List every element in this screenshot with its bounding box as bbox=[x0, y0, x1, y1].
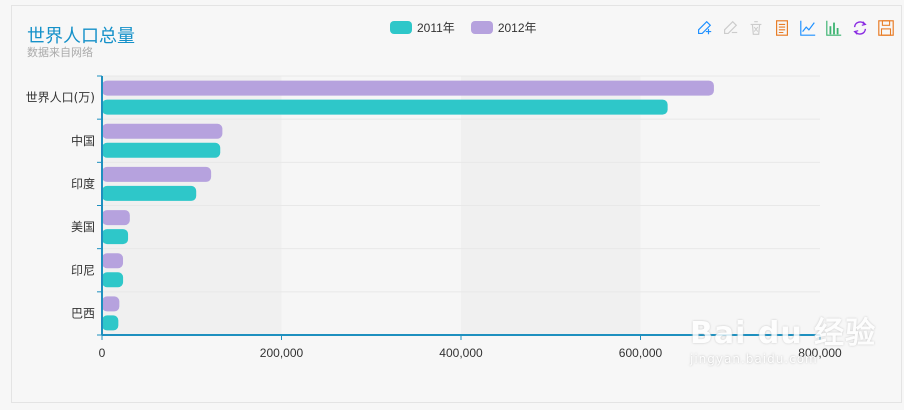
bar-2011-1 bbox=[102, 142, 221, 158]
bar-chart-icon[interactable] bbox=[824, 18, 844, 38]
legend-swatch-2011 bbox=[390, 21, 412, 34]
y-tick-label-3: 美国 bbox=[71, 220, 95, 234]
legend-label-2012: 2012年 bbox=[497, 21, 537, 35]
watermark-sub: jingyan.baidu.com bbox=[690, 352, 818, 366]
bar-2011-0 bbox=[102, 99, 668, 115]
legend-label-2011: 2011年 bbox=[417, 21, 455, 35]
legend-item-2012[interactable]: 2012年 bbox=[470, 19, 537, 36]
bar-2012-3 bbox=[102, 210, 130, 226]
mark-clear-icon[interactable] bbox=[746, 18, 766, 38]
y-tick-label-2: 印度 bbox=[71, 176, 95, 191]
legend-item-2011[interactable]: 2011年 bbox=[390, 19, 455, 36]
bar-2012-1 bbox=[102, 123, 223, 139]
bar-2011-3 bbox=[102, 229, 129, 245]
bar-2011-4 bbox=[102, 272, 124, 288]
bar-2011-5 bbox=[102, 315, 119, 331]
y-tick-label-0: 世界人口(万) bbox=[26, 91, 95, 105]
restore-icon[interactable] bbox=[850, 18, 870, 38]
x-tick-label-2: 400,000 bbox=[439, 346, 483, 360]
watermark-main: Bai du 经验 bbox=[690, 316, 877, 351]
x-tick-label-0: 0 bbox=[99, 346, 106, 360]
bar-2011-2 bbox=[102, 185, 197, 201]
x-tick-label-1: 200,000 bbox=[260, 346, 304, 360]
watermark: Bai du 经验 jingyan.baidu.com bbox=[690, 308, 876, 366]
bar-2012-5 bbox=[102, 296, 120, 312]
bar-2012-4 bbox=[102, 253, 124, 269]
x-tick-label-3: 600,000 bbox=[619, 346, 663, 360]
chart-subtitle: 数据来自网络 bbox=[27, 46, 93, 59]
y-tick-label-4: 印尼 bbox=[71, 263, 95, 277]
data-view-icon[interactable] bbox=[772, 18, 792, 38]
line-chart-icon[interactable] bbox=[798, 18, 818, 38]
legend: 2011年 2012年 bbox=[390, 19, 537, 36]
data-zoom-icon[interactable] bbox=[694, 18, 714, 38]
bar-2012-0 bbox=[102, 80, 714, 96]
toolbox bbox=[694, 18, 896, 38]
save-image-icon[interactable] bbox=[876, 18, 896, 38]
legend-swatch-2012 bbox=[470, 21, 493, 34]
data-zoom-reset-icon[interactable] bbox=[720, 18, 740, 38]
y-tick-label-5: 巴西 bbox=[71, 306, 95, 320]
x-tick-label-4: 800,000 bbox=[798, 346, 842, 360]
y-tick-label-1: 中国 bbox=[71, 133, 95, 148]
chart-title: 世界人口总量 bbox=[27, 26, 135, 47]
bar-2012-2 bbox=[102, 166, 212, 182]
